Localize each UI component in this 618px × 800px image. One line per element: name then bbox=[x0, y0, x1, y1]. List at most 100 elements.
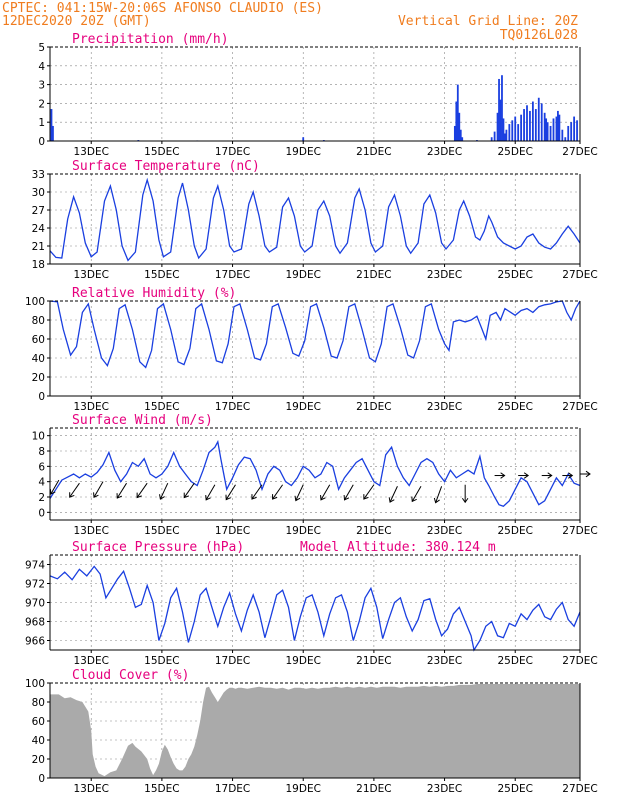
wind-xtick-7: 27DEC bbox=[562, 525, 597, 537]
wind-arrow-9 bbox=[251, 484, 263, 500]
pressure-xtick-2: 17DEC bbox=[215, 655, 250, 667]
precip-bar-9 bbox=[458, 112, 461, 141]
humidity-ytick-1: 20 bbox=[32, 372, 45, 384]
wind-ytick-1: 2 bbox=[38, 492, 45, 504]
pressure-ytick-1: 968 bbox=[25, 617, 45, 629]
wind-xtick-6: 25DEC bbox=[498, 525, 533, 537]
wind-arrow-head bbox=[49, 489, 56, 495]
panel-pressure: 966 968 970 972 974 13DEC 15DEC 17DEC 19DEC 21DEC… bbox=[25, 540, 598, 667]
temperature-series-line bbox=[49, 177, 581, 262]
precip-bar-31 bbox=[534, 109, 537, 141]
wind-arrow-0 bbox=[49, 479, 60, 495]
wind-arrow-head bbox=[585, 470, 591, 478]
precip-bar-16 bbox=[498, 78, 500, 141]
pressure-xtick-6: 25DEC bbox=[498, 655, 533, 667]
panel-humidity: 0 20 40 60 80 100 13DEC 15DEC 17DEC 19DEC 21DEC 23D… bbox=[25, 286, 598, 413]
precip-bar-38 bbox=[552, 118, 555, 141]
humidity-ytick-4: 80 bbox=[32, 315, 45, 327]
wind-arrow-head bbox=[294, 495, 301, 502]
precip-xtick-7: 27DEC bbox=[562, 146, 597, 158]
precip-bar-24 bbox=[514, 116, 517, 141]
pressure-title: Surface Pressure (hPa) bbox=[72, 540, 244, 555]
humidity-ytick-3: 60 bbox=[32, 334, 45, 346]
wind-arrow-10 bbox=[272, 484, 284, 500]
temperature-ytick-1: 21 bbox=[32, 241, 45, 253]
wind-xtick-0: 13DEC bbox=[74, 525, 109, 537]
wind-arrow-head bbox=[411, 496, 417, 503]
humidity-ytick-2: 40 bbox=[32, 353, 45, 365]
humidity-series-line bbox=[49, 300, 581, 369]
wind-arrow-18 bbox=[461, 484, 469, 504]
header-model-id: TQ0126L028 bbox=[500, 28, 578, 43]
wind-ytick-0: 0 bbox=[38, 507, 45, 519]
wind-ytick-4: 8 bbox=[38, 446, 45, 458]
precip-bar-47 bbox=[576, 120, 578, 141]
wind-arrow-22 bbox=[562, 472, 574, 479]
precip-bar-42 bbox=[561, 129, 564, 141]
precip-bar-6 bbox=[453, 125, 456, 141]
wind-ytick-2: 4 bbox=[38, 477, 45, 489]
precip-bar-22 bbox=[508, 124, 511, 141]
temperature-xtick-6: 25DEC bbox=[498, 269, 533, 281]
wind-xtick-4: 21DEC bbox=[356, 525, 391, 537]
humidity-ytick-5: 100 bbox=[25, 296, 45, 308]
wind-arrow-head bbox=[136, 492, 142, 499]
pressure-xtick-3: 19DEC bbox=[286, 655, 321, 667]
precip-ytick-1: 1 bbox=[38, 117, 45, 129]
wind-arrow-head bbox=[568, 472, 574, 479]
wind-arrow-2 bbox=[93, 481, 104, 499]
wind-title: Surface Wind (m/s) bbox=[72, 413, 213, 428]
precip-bar-34 bbox=[543, 112, 546, 141]
precip-bar-20 bbox=[504, 133, 506, 141]
wind-arrow-head bbox=[225, 494, 231, 501]
precip-bar-36 bbox=[546, 122, 549, 141]
cloud-xtick-7: 27DEC bbox=[562, 783, 597, 795]
precip-ytick-5: 5 bbox=[38, 42, 45, 54]
precip-bar-46 bbox=[573, 116, 576, 141]
panels: 0 1 2 3 4 5 13DEC 15DEC 17DEC 19DEC 21DEC 23DEC 25DE… bbox=[25, 32, 598, 795]
wind-arrow-13 bbox=[343, 484, 354, 501]
panel-wind: 0 2 4 6 8 10 13DEC 15DEC 17DEC 19DEC 21DEC 23DEC 25D… bbox=[32, 413, 598, 537]
precip-xtick-2: 17DEC bbox=[215, 146, 250, 158]
precip-bar-26 bbox=[520, 114, 523, 141]
humidity-xtick-4: 21DEC bbox=[356, 401, 391, 413]
precip-bar-28 bbox=[526, 105, 528, 141]
humidity-ytick-0: 0 bbox=[38, 391, 45, 403]
temperature-ytick-2: 24 bbox=[32, 223, 46, 235]
precip-bar-13 bbox=[490, 137, 493, 141]
wind-arrow-head bbox=[183, 492, 189, 499]
wind-xtick-5: 23DEC bbox=[427, 525, 462, 537]
precip-bar-39 bbox=[555, 116, 558, 141]
wind-arrow-17 bbox=[433, 486, 443, 504]
wind-arrow-shaft bbox=[435, 486, 443, 503]
temperature-xtick-0: 13DEC bbox=[74, 269, 109, 281]
humidity-xtick-6: 25DEC bbox=[498, 401, 533, 413]
wind-arrow-shaft bbox=[251, 484, 263, 500]
wind-arrow-shaft bbox=[116, 482, 127, 499]
temperature-ytick-4: 30 bbox=[32, 187, 45, 199]
pressure-xtick-7: 27DEC bbox=[562, 655, 597, 667]
wind-arrow-head bbox=[205, 494, 211, 501]
wind-arrow-shaft bbox=[183, 482, 195, 498]
wind-arrow-1 bbox=[69, 482, 80, 498]
precip-bar-1 bbox=[52, 125, 54, 141]
cloud-xtick-2: 17DEC bbox=[215, 783, 250, 795]
precip-bar-15 bbox=[496, 112, 499, 141]
wind-arrow-19 bbox=[494, 472, 506, 479]
precip-title: Precipitation (mm/h) bbox=[72, 32, 229, 47]
precip-bar-29 bbox=[529, 110, 531, 141]
precip-bar-23 bbox=[511, 120, 514, 141]
pressure-ytick-0: 966 bbox=[25, 636, 45, 648]
wind-arrow-shaft bbox=[205, 484, 216, 501]
precip-xtick-5: 23DEC bbox=[427, 146, 462, 158]
wind-xtick-3: 19DEC bbox=[286, 525, 321, 537]
wind-ytick-5: 10 bbox=[32, 431, 45, 443]
wind-arrow-shaft bbox=[136, 482, 148, 498]
wind-arrow-shaft bbox=[159, 482, 169, 500]
precip-bar-25 bbox=[517, 124, 520, 141]
cloud-ytick-4: 80 bbox=[32, 697, 45, 709]
precip-bar-32 bbox=[537, 97, 540, 141]
wind-xtick-1: 15DEC bbox=[144, 525, 179, 537]
precip-bar-17 bbox=[499, 99, 502, 141]
wind-arrow-shaft bbox=[93, 481, 104, 498]
